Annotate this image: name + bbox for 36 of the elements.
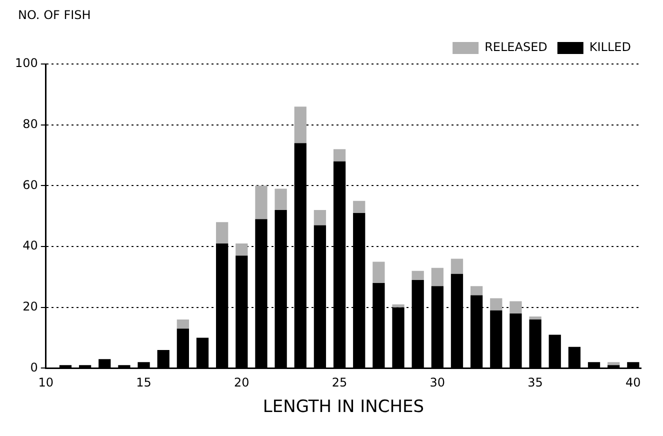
- y-tick-label: 80: [22, 116, 38, 131]
- bar: [333, 149, 346, 162]
- bar: [176, 320, 189, 329]
- bar: [255, 186, 268, 220]
- bar: [392, 304, 404, 308]
- x-tick-label: 10: [38, 376, 54, 390]
- bar: [608, 362, 620, 366]
- bar: [274, 188, 287, 210]
- bar: [490, 298, 502, 310]
- bar: [529, 316, 542, 320]
- bar: [431, 268, 444, 286]
- legend-label: RELEASED: [484, 40, 548, 54]
- legend-label: KILLED: [589, 40, 632, 54]
- x-tick-label: 25: [332, 376, 348, 390]
- x-axis-title: LENGTH IN INCHES: [262, 397, 424, 418]
- y-axis-title: NO. OF FISH: [18, 8, 92, 22]
- bar: [216, 222, 228, 244]
- x-tick-label: 20: [234, 376, 250, 390]
- x-tick-label: 35: [528, 376, 543, 390]
- bar: [470, 286, 483, 296]
- bar: [236, 243, 248, 256]
- y-tick-label: 100: [15, 56, 38, 70]
- y-tick-label: 20: [22, 299, 38, 314]
- bar: [294, 106, 306, 144]
- x-tick-label: 15: [136, 376, 152, 390]
- y-tick-label: 60: [22, 178, 38, 192]
- x-tick-label: 40: [626, 376, 641, 390]
- bar: [314, 210, 326, 226]
- bar: [372, 262, 385, 284]
- bar: [412, 270, 424, 280]
- bar: [450, 258, 464, 274]
- bar: [353, 200, 366, 214]
- y-tick-label: 40: [22, 238, 38, 253]
- y-tick-label: 0: [30, 360, 38, 374]
- x-tick-label: 30: [430, 376, 446, 390]
- bar: [510, 301, 522, 314]
